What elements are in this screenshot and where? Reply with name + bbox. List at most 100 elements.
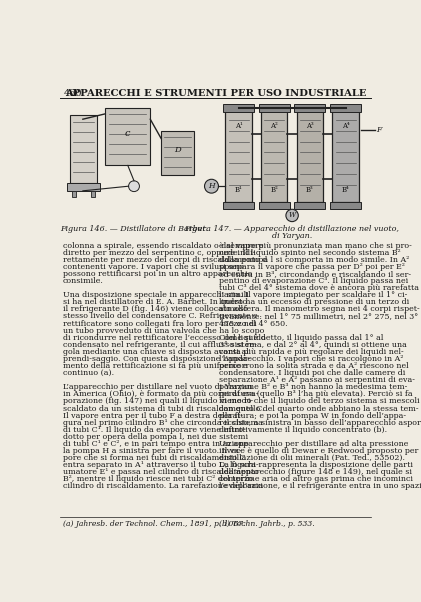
Text: B¹: B¹ [234,186,242,194]
Bar [294,202,325,209]
Text: Figura 147. — Apparecchio di distillazione nel vuoto,: Figura 147. — Apparecchio di distillazio… [184,225,400,233]
Bar [91,191,95,197]
Text: il refrigerante D (fig. 146) viene collocato allo: il refrigerante D (fig. 146) viene collo… [63,305,248,314]
Text: 3° sistema, e dal 2° al 4°, quindi si ottiene una: 3° sistema, e dal 2° al 4°, quindi si ot… [219,341,407,349]
Text: pentino di evaporazione C³. Il liquido passa nei: pentino di evaporazione C³. Il liquido p… [219,277,408,285]
Text: è sempre più pronunziata man mano che si pro-: è sempre più pronunziata man mano che si… [219,241,412,250]
Text: diretto per mezzo del serpentino c, oppure indi-: diretto per mezzo del serpentino c, oppu… [63,249,255,256]
Text: A³: A³ [306,122,314,130]
Text: peratura (quello B³ l’ha più elevata). Perciò si fa: peratura (quello B³ l’ha più elevata). P… [219,391,413,399]
Text: Un apparecchio per distillare ad alta pressione: Un apparecchio per distillare ad alta pr… [219,440,409,448]
Text: (b) Techn. Jahrb., p. 533.: (b) Techn. Jahrb., p. 533. [219,520,315,529]
Text: lindro ha un eccesso di pressione di un terzo di: lindro ha un eccesso di pressione di un … [219,299,410,306]
Text: prendi-saggio. Con questa disposizione l’anda-: prendi-saggio. Con questa disposizione l… [63,355,250,363]
Bar [226,111,252,202]
Text: Figura 146. — Distillatore di Barbet.: Figura 146. — Distillatore di Barbet. [60,225,208,233]
Bar [161,131,194,175]
Text: B², mentre il liquido riesce nei tubi C² del terzo: B², mentre il liquido riesce nei tubi C²… [63,476,253,483]
Text: porazione B² e B³ non hanno la medesima tem-: porazione B² e B³ non hanno la medesima … [219,383,408,391]
Text: di Yaryan.: di Yaryan. [272,232,312,240]
Bar [105,108,150,166]
Text: A⁴: A⁴ [342,122,349,130]
Bar [223,202,254,209]
Text: distillazione di olii minerali (Pat. Ted., 53502).: distillazione di olii minerali (Pat. Ted… [219,454,405,462]
Text: invece è quello di Dewar e Redwood proposto per: invece è quello di Dewar e Redwood propo… [219,447,418,455]
Text: c: c [125,129,131,138]
Text: di tubi C¹. Il liquido da evaporare viene intro-: di tubi C¹. Il liquido da evaporare vien… [63,426,245,434]
Text: consimile.: consimile. [63,277,104,285]
Text: corsa più rapida e più regolare dei liquidi nel-: corsa più rapida e più regolare dei liqu… [219,348,404,356]
Text: W: W [288,211,296,220]
Text: si ha nel distillatore di E. A. Barbet. In questo: si ha nel distillatore di E. A. Barbet. … [63,299,247,306]
Text: B⁴: B⁴ [342,186,349,194]
Text: gola mediante una chiave si disposta avanti al: gola mediante una chiave si disposta ava… [63,348,248,356]
Bar [69,116,97,183]
Text: la pompa H a sinistra per fare il vuoto. Il va-: la pompa H a sinistra per fare il vuoto.… [63,447,241,455]
Text: porazione (fig. 147) nei quali il liquido viene ri-: porazione (fig. 147) nei quali il liquid… [63,397,253,406]
Bar [297,111,323,202]
Text: A¹: A¹ [234,122,242,130]
Bar [330,202,361,209]
Text: con quello del quarto onde abbiano la stessa tem-: con quello del quarto onde abbiano la st… [219,405,419,412]
Text: comprime aria od altro gas prima che incominci: comprime aria od altro gas prima che inc… [219,476,413,483]
Text: possono rettificarsi poi in un altro apparecchio: possono rettificarsi poi in un altro app… [63,270,252,278]
Text: 475 e nel 4° 650.: 475 e nel 4° 650. [219,320,288,327]
Bar [72,191,76,197]
Text: di tubi C¹ e C², e in pari tempo entra in azione: di tubi C¹ e C², e in pari tempo entra i… [63,440,248,448]
Text: un tubo provveduto di una valvola che ha lo scopo: un tubo provveduto di una valvola che ha… [63,327,264,335]
Bar [211,102,373,221]
Text: condensato nel refrigerante, il cui afflusso si re-: condensato nel refrigerante, il cui affl… [63,341,256,349]
Text: condensatore. I liquidi poi che dalle camere di: condensatore. I liquidi poi che dalle ca… [219,369,405,377]
Text: continuo (a).: continuo (a). [63,369,114,377]
Text: La figura rappresenta la disposizione delle parti: La figura rappresenta la disposizione de… [219,461,413,469]
Text: H: H [208,182,215,190]
Text: l’aria. Il vapore impiegato per scaldare il 1° ci-: l’aria. Il vapore impiegato per scaldare… [219,291,408,299]
Text: in modo che il liquido del terzo sistema si mescoli: in modo che il liquido del terzo sistema… [219,397,420,406]
Text: APPARECCHI E STRUMENTI PER USO INDUSTRIALE: APPARECCHI E STRUMENTI PER USO INDUSTRIA… [65,89,367,98]
Bar [333,111,359,202]
Bar [223,104,254,111]
Circle shape [205,179,218,193]
Text: in America (Ohio), è formato da più corpi di eva-: in America (Ohio), è formato da più corp… [63,391,258,399]
Text: contenenti vapore. I vapori che si sviluppano: contenenti vapore. I vapori che si svilu… [63,263,244,271]
Text: entra separato in A¹ attraverso il tubo D, lo schi-: entra separato in A¹ attraverso il tubo … [63,461,258,469]
Text: dotto per opera della pompa l, nei due sistemi: dotto per opera della pompa l, nei due s… [63,433,248,441]
Text: F: F [376,126,382,134]
Text: Come si è detto, il liquido passa dal 1° al: Come si è detto, il liquido passa dal 1°… [219,334,384,342]
Text: pore che si forma nei tubi di riscaldamento C: pore che si forma nei tubi di riscaldame… [63,454,245,462]
Text: l’evaporazione, e il refrigerante entra in uno spazio: l’evaporazione, e il refrigerante entra … [219,482,421,491]
Text: tubi C³ del 4° sistema dove è ancora più rarefatta: tubi C³ del 4° sistema dove è ancora più… [219,284,419,292]
Text: ed entra in B³, circondando e riscaldando il ser-: ed entra in B³, circondando e riscaldand… [219,270,411,278]
Text: A²: A² [270,122,278,130]
Text: Una disposizione speciale in apparecchi simili: Una disposizione speciale in apparecchi … [63,291,248,299]
Text: B³: B³ [306,186,314,194]
Text: L’apparecchio per distillare nel vuoto di Yaryan: L’apparecchio per distillare nel vuoto d… [63,383,252,391]
Text: dell’apparecchio (figure 148 e 149), nel quale si: dell’apparecchio (figure 148 e 149), nel… [219,468,412,476]
Text: definitivamente il liquido concentrato (b).: definitivamente il liquido concentrato (… [219,426,387,434]
Text: D: D [174,146,181,154]
Circle shape [286,209,298,222]
Text: (a) Jahresb. der Technol. Chem., 1891, p. 1067.: (a) Jahresb. der Technol. Chem., 1891, p… [63,520,245,529]
Text: percorrono la solita strada e da A² riescono nel: percorrono la solita strada e da A² ries… [219,362,409,370]
Bar [67,183,100,191]
Text: atmosfera. Il manometro segna nei 4 corpi rispet-: atmosfera. Il manometro segna nei 4 corp… [219,305,420,314]
Bar [261,111,288,202]
Text: rettificatore sono collegati fra loro per mezzo di: rettificatore sono collegati fra loro pe… [63,320,256,327]
Text: scaldato da un sistema di tubi di riscaldamento C.: scaldato da un sistema di tubi di riscal… [63,405,264,412]
Text: cede. Il liquido spinto nel secondo sistema B²: cede. Il liquido spinto nel secondo sist… [219,249,401,256]
Text: Il vapore entra per il tubo F a destra della fi-: Il vapore entra per il tubo F a destra d… [63,412,242,420]
Text: di ricondurre nel rettificatore l’eccesso del liquido: di ricondurre nel rettificatore l’eccess… [63,334,266,342]
Text: l’apparecchio. I vapori che si raccolgono in A²: l’apparecchio. I vapori che si raccolgon… [219,355,404,363]
Bar [60,102,208,221]
Text: peratura; e poi la pompa W in fondo dell’appa-: peratura; e poi la pompa W in fondo dell… [219,412,406,420]
Text: rettamente per mezzo dei corpi di riscaldamento d: rettamente per mezzo dei corpi di riscal… [63,256,267,264]
Text: dalla pompa l si comporta in modo simile. In A²: dalla pompa l si comporta in modo simile… [219,256,410,264]
Bar [294,104,325,111]
Text: 460: 460 [64,89,82,98]
Text: si separa il vapore che passa per D² poi per E²: si separa il vapore che passa per D² poi… [219,263,405,271]
Text: colonna a spirale, essendo riscaldato o dal vapore: colonna a spirale, essendo riscaldato o … [63,241,263,250]
Text: cilindro di riscaldamento. La rarefazione dell’aria: cilindro di riscaldamento. La rarefazion… [63,482,263,491]
Text: recchio, a sinistra in basso dell’apparecchio asporta: recchio, a sinistra in basso dell’appare… [219,419,421,427]
Text: stesso livello del condensatore C. Refrigerante e: stesso livello del condensatore C. Refri… [63,312,257,320]
Bar [259,202,290,209]
